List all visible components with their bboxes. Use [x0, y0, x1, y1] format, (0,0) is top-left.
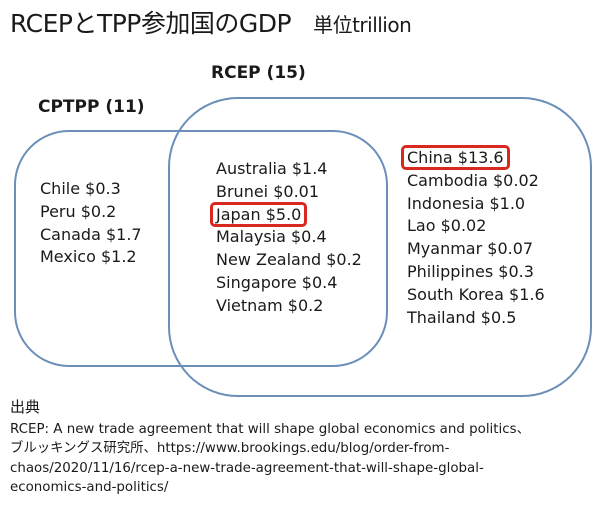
country-gdp-label: Cambodia $0.02 — [407, 170, 539, 190]
cptpp-only-country-list: Chile $0.3 Peru $0.2 Canada $1.7 Mexico $1.… — [40, 178, 145, 269]
country-item: Myanmar $0.07 — [407, 238, 548, 261]
country-item: New Zealand $0.2 — [216, 249, 365, 272]
country-gdp-label: Indonesia $1.0 — [407, 193, 526, 213]
country-item: Australia $1.4 — [216, 158, 365, 181]
country-gdp-label: Singapore $0.4 — [216, 272, 338, 292]
country-item: Japan $5.0 — [209, 201, 365, 227]
country-gdp-label: Mexico $1.2 — [40, 247, 137, 267]
highlighted-country-gdp-label: China $13.6 — [401, 145, 510, 170]
highlighted-country-gdp-label: Japan $5.0 — [209, 201, 308, 227]
diagram-title: RCEPとTPP参加国のGDP 単位trillion — [10, 4, 412, 40]
cptpp-label: CPTPP (11) — [38, 97, 145, 117]
rcep-label: RCEP (15) — [211, 63, 306, 83]
country-item: Cambodia $0.02 — [407, 170, 548, 193]
title-unit: 単位trillion — [313, 13, 412, 37]
source-line: ブルッキングス研究所、https://www.brookings.edu/blo… — [10, 441, 450, 456]
country-item: Mexico $1.2 — [40, 246, 145, 269]
country-gdp-label: Canada $1.7 — [40, 224, 142, 244]
source-line: economics-and-politics/ — [10, 480, 169, 495]
rcep-set-box — [168, 97, 592, 397]
country-item: Philippines $0.3 — [407, 261, 548, 284]
country-gdp-label: Vietnam $0.2 — [216, 295, 324, 315]
country-gdp-label: Lao $0.02 — [407, 216, 487, 236]
country-gdp-label: Philippines $0.3 — [407, 261, 534, 281]
country-item: Vietnam $0.2 — [216, 295, 365, 318]
country-item: Chile $0.3 — [40, 178, 145, 201]
country-gdp-label: Chile $0.3 — [40, 179, 121, 198]
country-item: Peru $0.2 — [40, 201, 145, 224]
source-text: RCEP: A new trade agreement that will sh… — [10, 420, 595, 498]
country-item: Thailand $0.5 — [407, 307, 548, 330]
country-gdp-label: South Korea $1.6 — [407, 284, 545, 304]
country-gdp-label: Myanmar $0.07 — [407, 239, 534, 259]
country-item: Indonesia $1.0 — [407, 193, 548, 216]
country-gdp-label: Australia $1.4 — [216, 159, 328, 178]
country-item: China $13.6 — [401, 145, 548, 170]
country-item: Singapore $0.4 — [216, 272, 365, 295]
country-gdp-label: Malaysia $0.4 — [216, 227, 327, 247]
country-item: Malaysia $0.4 — [216, 226, 365, 249]
country-gdp-label: New Zealand $0.2 — [216, 250, 362, 270]
cptpp-set-box — [14, 130, 388, 367]
source-title: 出典 — [10, 398, 41, 416]
country-item: South Korea $1.6 — [407, 284, 548, 307]
country-item: Lao $0.02 — [407, 215, 548, 238]
country-item: Brunei $0.01 — [216, 181, 365, 204]
country-gdp-label: Brunei $0.01 — [216, 181, 320, 201]
country-gdp-label: Peru $0.2 — [40, 201, 117, 221]
country-gdp-label: Thailand $0.5 — [407, 307, 517, 327]
source-line: RCEP: A new trade agreement that will sh… — [10, 421, 530, 437]
rcep-and-cptpp-country-list: Australia $1.4 Brunei $0.01 Japan $5.0 Mala… — [209, 158, 365, 318]
rcep-only-country-list: China $13.6 Cambodia $0.02 Indonesia $1.0 L… — [401, 145, 548, 330]
country-item: Canada $1.7 — [40, 224, 145, 247]
title-main: RCEPとTPP参加国のGDP — [10, 9, 292, 38]
source-line: chaos/2020/11/16/rcep-a-new-trade-agreem… — [10, 460, 484, 476]
source-citation: 出典 RCEP: A new trade agreement that will… — [10, 398, 595, 498]
